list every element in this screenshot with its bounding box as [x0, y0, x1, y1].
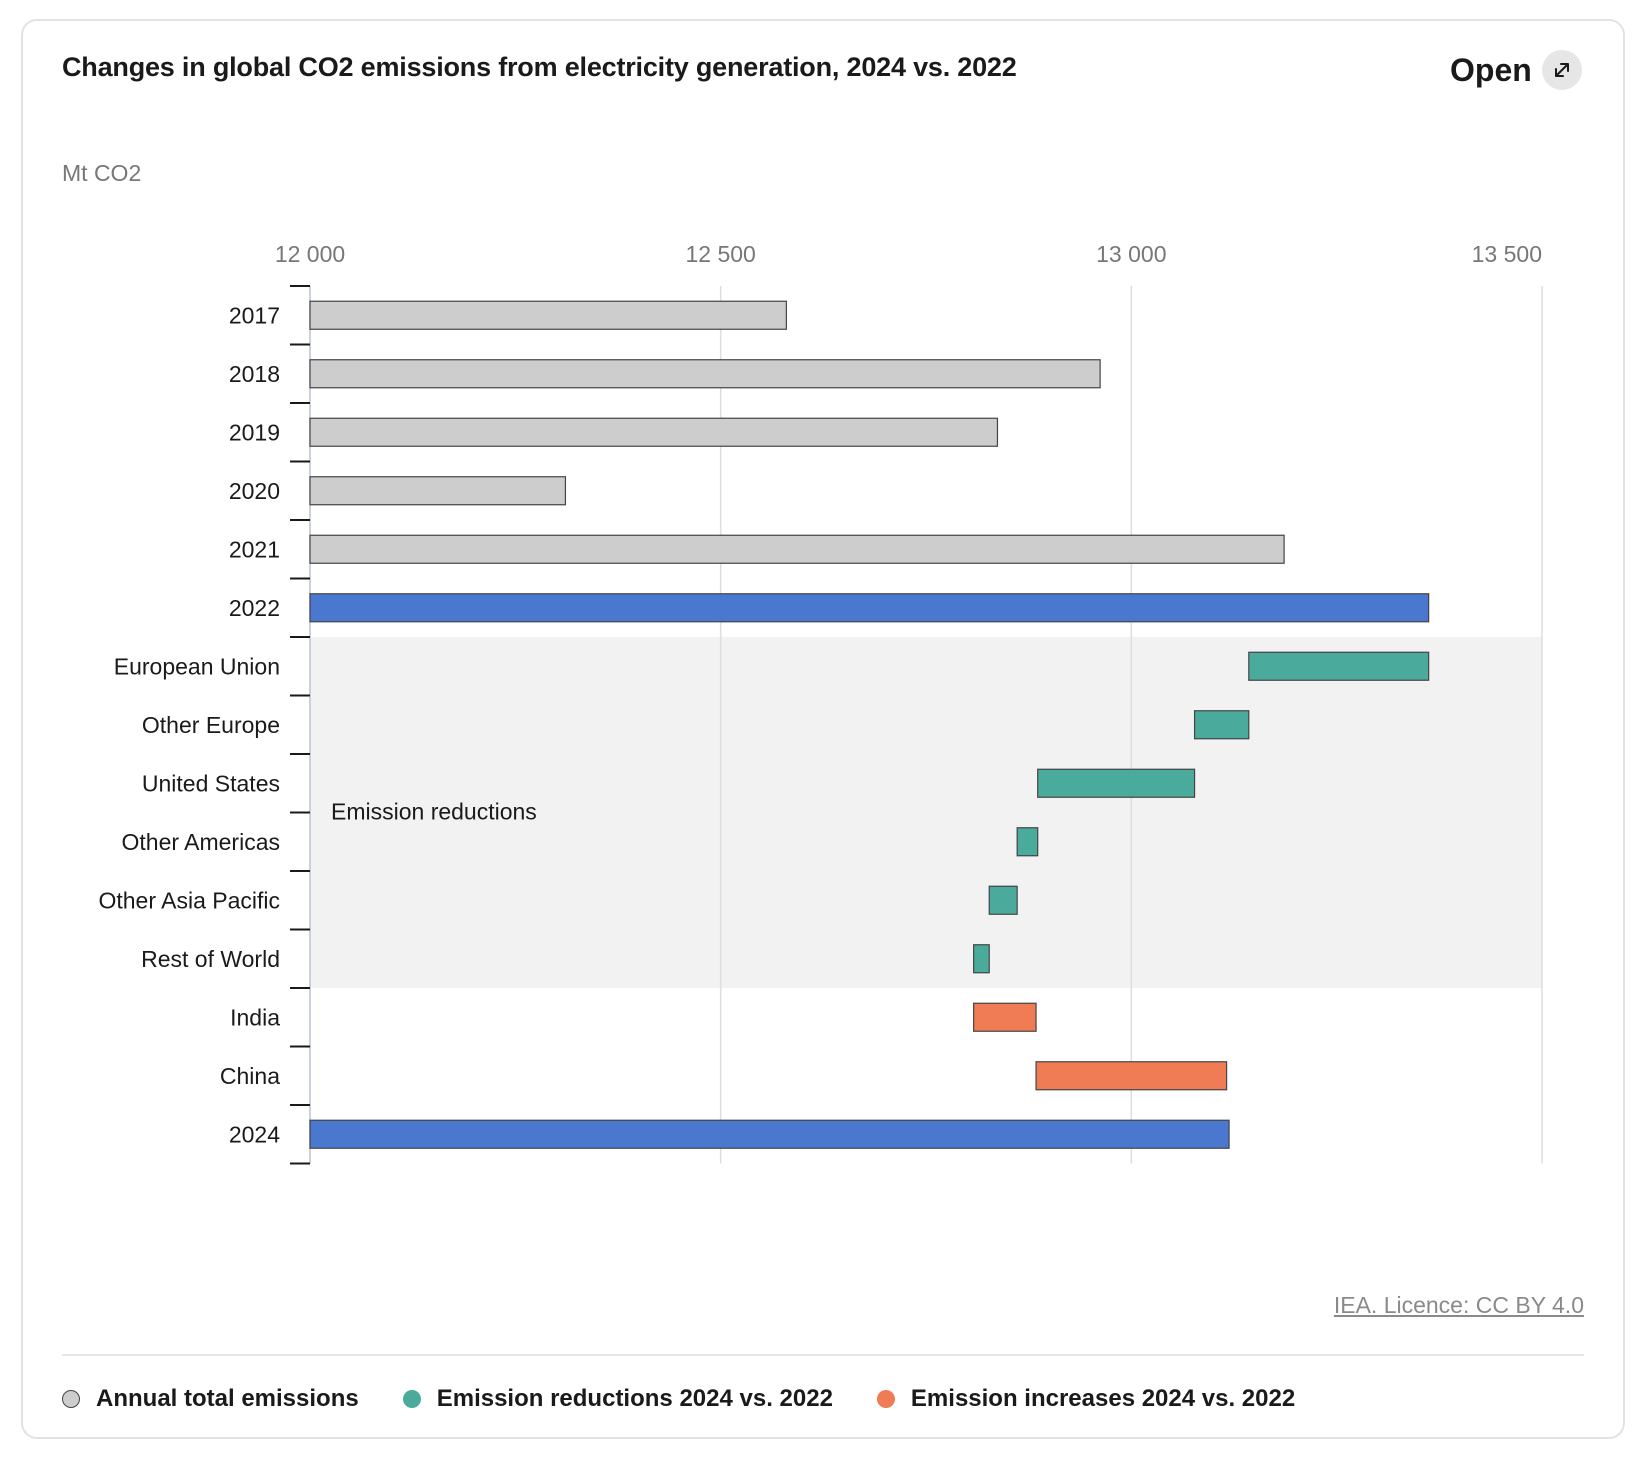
- category-label: 2017: [229, 302, 280, 328]
- open-button-label: Open: [1450, 51, 1532, 88]
- category-label: Other Asia Pacific: [98, 887, 280, 913]
- category-label: 2020: [229, 478, 280, 504]
- external-expand-icon: [1541, 50, 1582, 90]
- bar-china: [1035, 1061, 1228, 1091]
- x-tick-label: 13 000: [1096, 241, 1166, 267]
- bar-2020: [309, 476, 567, 506]
- shaded-region: [310, 637, 1542, 988]
- bar-2021: [309, 534, 1285, 564]
- category-label: European Union: [114, 653, 280, 679]
- bar-2018: [309, 359, 1101, 389]
- category-label: 2018: [229, 361, 280, 387]
- category-label: China: [220, 1063, 280, 1089]
- bar-other-americas: [1016, 827, 1039, 857]
- legend-label: Annual total emissions: [96, 1385, 359, 1412]
- shaded-region-label: Emission reductions: [331, 799, 537, 825]
- legend-label: Emission increases 2024 vs. 2022: [910, 1385, 1296, 1412]
- bar-other-asia-pacific: [988, 885, 1018, 915]
- bar-united-states: [1037, 768, 1196, 798]
- bar-european-union: [1248, 651, 1430, 681]
- open-button[interactable]: Open: [1450, 50, 1582, 90]
- category-label: United States: [142, 770, 280, 796]
- category-label: Rest of World: [141, 946, 280, 972]
- category-label: India: [230, 1004, 280, 1030]
- legend-item[interactable]: Annual total emissions: [62, 1385, 359, 1413]
- category-label: 2022: [229, 595, 280, 621]
- x-tick-label: 12 000: [275, 241, 345, 267]
- x-tick-label: 12 500: [685, 241, 755, 267]
- bar-2019: [309, 417, 999, 447]
- unit-label: Mt CO2: [62, 160, 142, 186]
- bar-2017: [309, 300, 787, 330]
- bar-rest-of-world: [973, 944, 990, 974]
- legend-dot-icon: [402, 1390, 421, 1408]
- bar-other-europe: [1193, 710, 1250, 740]
- category-label: Other Europe: [142, 712, 280, 738]
- category-label: 2019: [229, 419, 280, 445]
- legend-divider: [62, 1354, 1584, 1356]
- legend-label: Emission reductions 2024 vs. 2022: [436, 1385, 833, 1412]
- bar-india: [973, 1002, 1037, 1032]
- legend-item[interactable]: Emission increases 2024 vs. 2022: [876, 1385, 1296, 1413]
- legend-dot-icon: [62, 1390, 80, 1408]
- bar-2022: [309, 593, 1430, 623]
- category-label: Other Americas: [122, 829, 281, 855]
- legend-item[interactable]: Emission reductions 2024 vs. 2022: [402, 1385, 833, 1413]
- legend-dot-icon: [876, 1390, 895, 1408]
- bar-2024: [309, 1119, 1230, 1149]
- chart-title: Changes in global CO2 emissions from ele…: [62, 52, 1017, 82]
- category-label: 2024: [229, 1121, 280, 1147]
- waterfall-chart: Emission reductions 12 000 12 500 13 000 13 …: [98, 241, 1543, 1165]
- category-label: 2021: [229, 536, 280, 562]
- source-link[interactable]: IEA. Licence: CC BY 4.0: [1333, 1292, 1584, 1318]
- legend: Annual total emissions Emission reduction…: [62, 1385, 1295, 1413]
- x-tick-label: 13 500: [1472, 241, 1542, 267]
